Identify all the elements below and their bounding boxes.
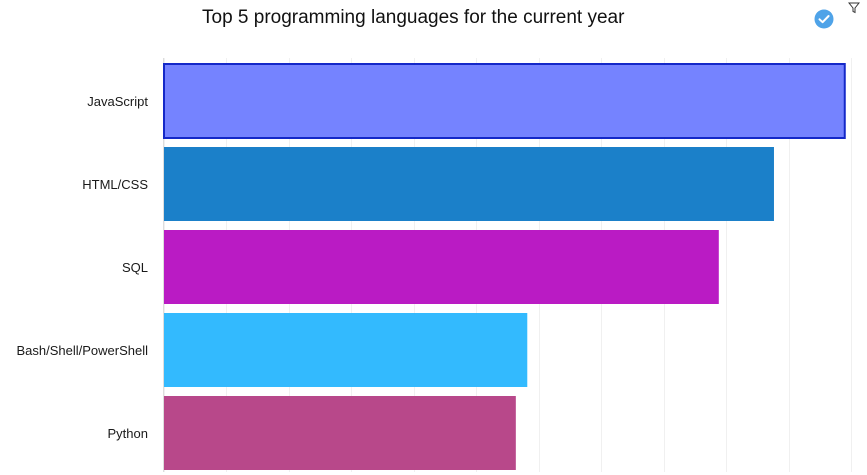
category-label: Bash/Shell/PowerShell bbox=[16, 343, 148, 358]
bar-python[interactable] bbox=[164, 396, 516, 470]
bar-sql[interactable] bbox=[164, 230, 719, 304]
check-circle-icon[interactable] bbox=[814, 9, 834, 29]
bar-html-css[interactable] bbox=[164, 147, 774, 221]
category-label: HTML/CSS bbox=[82, 177, 148, 192]
category-labels: JavaScript HTML/CSS SQL Bash/Shell/PowerShe… bbox=[16, 94, 148, 441]
bar-javascript[interactable] bbox=[163, 63, 846, 139]
category-label: JavaScript bbox=[87, 94, 148, 109]
filter-icon[interactable] bbox=[848, 2, 860, 14]
chart-title: Top 5 programming languages for the curr… bbox=[202, 7, 625, 28]
category-label: SQL bbox=[122, 260, 148, 275]
category-label: Python bbox=[108, 426, 148, 441]
bars bbox=[163, 63, 846, 470]
bar-bash-shell-powershell[interactable] bbox=[164, 313, 528, 387]
